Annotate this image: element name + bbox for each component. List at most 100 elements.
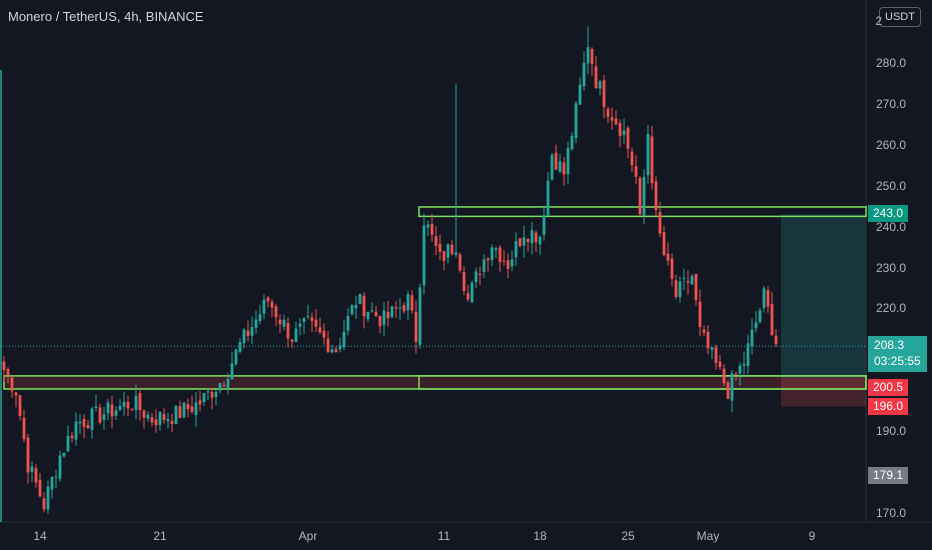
x-tick-label: May [696, 529, 720, 543]
candle [694, 273, 698, 306]
candle [498, 244, 502, 272]
candle [666, 242, 670, 266]
candle [594, 56, 598, 89]
candle [458, 252, 462, 273]
candle [190, 395, 194, 415]
candle [242, 328, 246, 349]
candle [514, 232, 518, 266]
candle [346, 308, 350, 336]
candle [374, 305, 378, 318]
candle [214, 389, 218, 406]
candle [26, 433, 30, 484]
candle [82, 414, 86, 439]
candle [526, 238, 530, 252]
x-tick-label: 25 [621, 529, 635, 543]
y-tick-label: 170.0 [875, 505, 906, 520]
candle [250, 316, 254, 345]
candle [38, 473, 42, 498]
candle [278, 314, 282, 334]
candle [402, 302, 406, 314]
candle [466, 284, 470, 302]
candle [690, 274, 694, 285]
candle [770, 292, 774, 336]
candle [442, 250, 446, 271]
candle [150, 413, 154, 427]
candle [78, 414, 82, 435]
candle [650, 125, 654, 190]
candle [546, 172, 550, 217]
candle [74, 412, 78, 446]
candle [306, 304, 310, 320]
candle [538, 235, 542, 255]
x-tick-label: 9 [808, 529, 816, 543]
candle [718, 355, 722, 370]
candle [750, 318, 754, 355]
candle [226, 372, 230, 395]
candle [418, 283, 422, 349]
candle [566, 141, 570, 184]
candle [314, 309, 318, 332]
y-tick-label: 240.0 [875, 219, 906, 234]
candle [726, 380, 730, 400]
candle [102, 406, 106, 430]
candle [234, 348, 238, 367]
y-tick-label: 190.0 [875, 424, 906, 439]
candle [342, 320, 346, 350]
candle [398, 298, 402, 321]
candle [490, 244, 494, 267]
candle [670, 253, 674, 287]
candle [754, 311, 758, 333]
candle [130, 408, 134, 411]
candle [162, 408, 166, 424]
candle [318, 317, 322, 335]
candle [638, 176, 642, 216]
x-tick-label: 14 [33, 529, 47, 543]
candle [22, 409, 26, 443]
x-tick-label: 11 [437, 529, 451, 543]
candle [734, 371, 738, 381]
candle [10, 374, 14, 398]
candle [758, 307, 762, 324]
candle [390, 306, 394, 319]
price-label-last: 208.3 03:25:55 [868, 336, 927, 373]
candle [98, 403, 102, 425]
candle [174, 404, 178, 425]
candle [450, 240, 454, 256]
candle [626, 125, 630, 159]
currency-badge[interactable]: USDT [879, 7, 921, 27]
candle [178, 400, 182, 419]
candle [618, 119, 622, 148]
candle [606, 106, 610, 124]
y-tick-label: 260.0 [875, 137, 906, 152]
candle [326, 330, 330, 354]
candle [358, 293, 362, 305]
candle [614, 110, 618, 126]
candle [198, 391, 202, 412]
candle [114, 406, 118, 420]
candle [186, 398, 190, 418]
candle [702, 325, 706, 337]
candle [90, 406, 94, 439]
candle [270, 298, 274, 318]
symbol-title[interactable]: Monero / TetherUS, 4h, BINANCE [8, 9, 204, 24]
candle [654, 176, 658, 218]
candle [550, 152, 554, 181]
candle [534, 230, 538, 253]
candle [722, 364, 726, 387]
candle [294, 321, 298, 343]
candle [602, 74, 606, 119]
candle [658, 201, 662, 238]
candle [410, 290, 414, 314]
candle [378, 315, 382, 334]
candle [58, 450, 62, 482]
candle [382, 302, 386, 337]
candle [438, 234, 442, 261]
candle [6, 367, 10, 384]
candle [774, 329, 778, 347]
candles-group [2, 26, 778, 514]
candle [2, 356, 6, 383]
candle [50, 476, 54, 499]
